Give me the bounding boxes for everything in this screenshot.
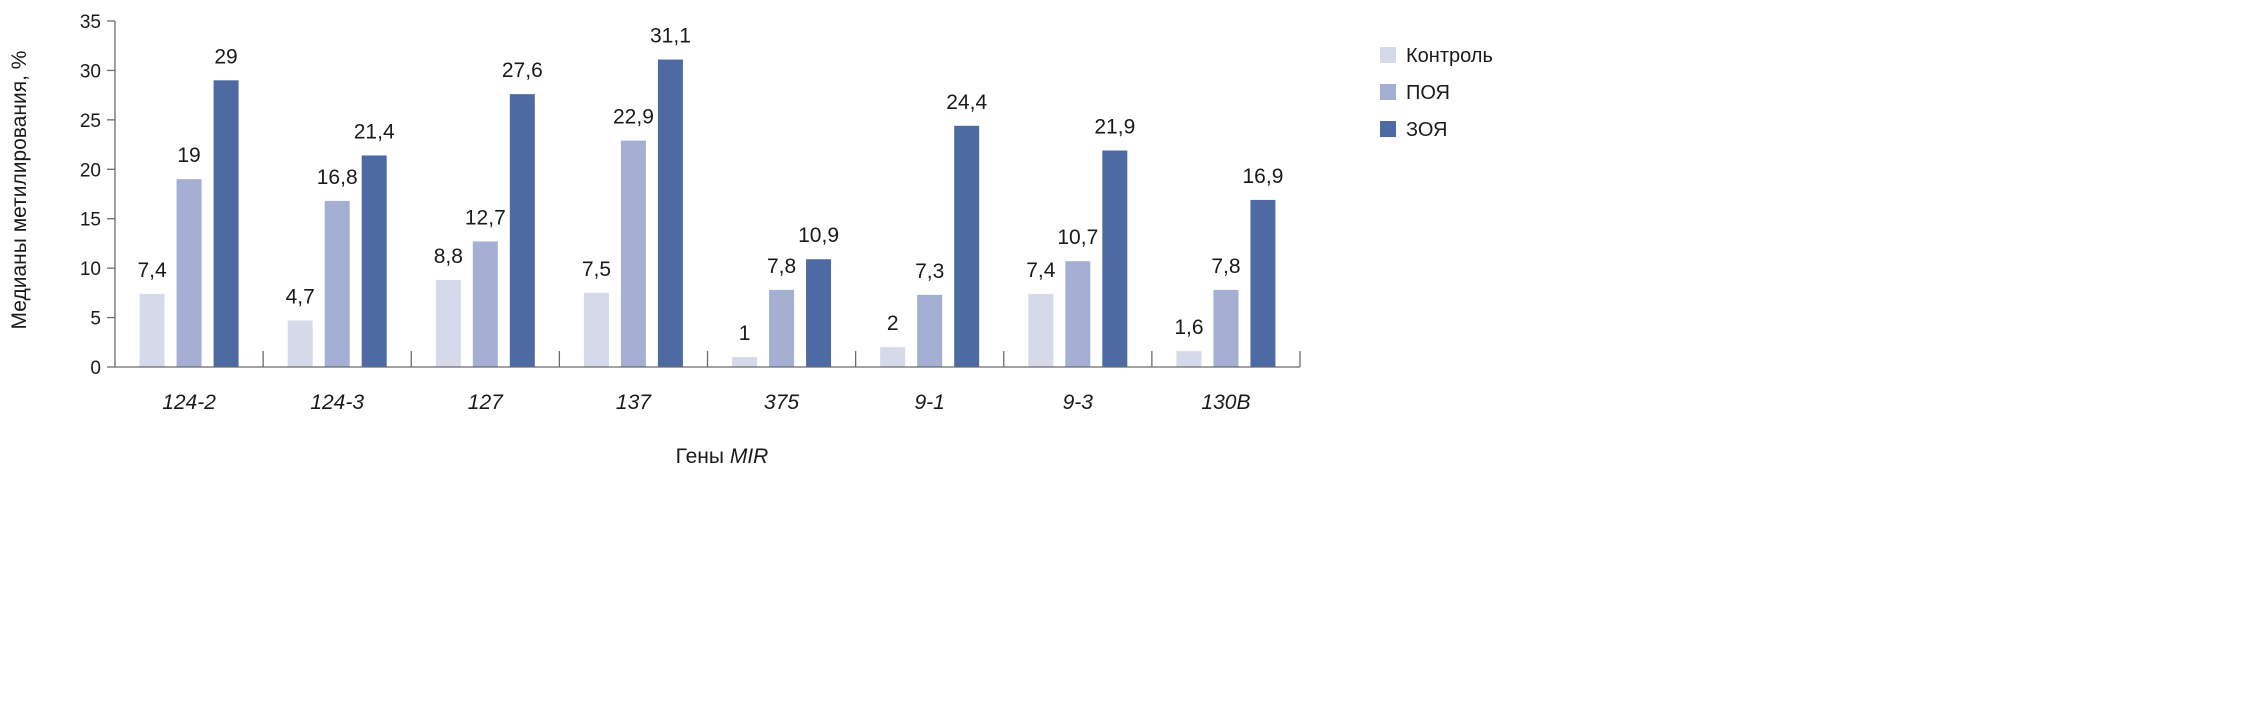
data-label: 10,7 bbox=[1057, 226, 1098, 249]
bar bbox=[1176, 351, 1202, 367]
bar bbox=[1250, 199, 1276, 367]
bar bbox=[472, 241, 498, 367]
data-label: 21,4 bbox=[354, 120, 395, 143]
x-tick-label: 130B bbox=[1201, 391, 1250, 414]
data-label: 7,8 bbox=[1211, 255, 1240, 278]
bar bbox=[213, 80, 239, 368]
y-tick-label: 0 bbox=[90, 358, 101, 379]
data-label: 1,6 bbox=[1174, 316, 1203, 339]
value-labels: 7,4 19 29 4,7 16,8 21,4 8,812,7 27,6 7,5 22,9 31,1… bbox=[137, 25, 1283, 346]
data-label: 16,9 bbox=[1243, 165, 1284, 188]
data-label: 10,9 bbox=[798, 224, 839, 247]
legend-label: ПОЯ bbox=[1406, 82, 1450, 104]
y-tick-label: 15 bbox=[80, 210, 101, 231]
data-label: 7,5 bbox=[582, 258, 611, 281]
data-label: 27,6 bbox=[502, 59, 543, 82]
bar bbox=[769, 289, 795, 367]
y-tick-label: 20 bbox=[80, 160, 101, 181]
legend-swatch bbox=[1380, 121, 1396, 137]
bar bbox=[1065, 261, 1091, 367]
bar bbox=[1102, 150, 1128, 367]
bar bbox=[657, 59, 683, 367]
data-label: 12,7 bbox=[465, 206, 506, 229]
y-tick-label: 25 bbox=[80, 111, 101, 132]
bar bbox=[435, 280, 461, 367]
bar bbox=[324, 200, 350, 367]
legend-label: ЗОЯ bbox=[1406, 119, 1447, 141]
bar bbox=[176, 179, 202, 367]
legend-label: Контроль bbox=[1406, 45, 1493, 67]
data-label: 7,8 bbox=[767, 255, 796, 278]
legend: Контроль ПОЯ ЗОЯ bbox=[1380, 45, 1493, 141]
y-tick-label: 10 bbox=[80, 259, 101, 280]
data-label: 21,9 bbox=[1094, 116, 1135, 139]
data-label: 4,7 bbox=[286, 286, 315, 309]
bar-chart: 0 5 10 15 20 25 30 35 124-2 124-3 127 137 375 9-1 9-3… bbox=[8, 12, 1493, 468]
data-label: 2 bbox=[887, 312, 899, 335]
bar bbox=[583, 292, 609, 367]
data-label: 16,8 bbox=[317, 166, 358, 189]
bar bbox=[509, 94, 535, 367]
data-label: 19 bbox=[177, 144, 200, 167]
y-tick-label: 35 bbox=[80, 12, 101, 33]
x-tick-label: 9-3 bbox=[1063, 391, 1094, 414]
x-axis-title: Гены MIR bbox=[676, 445, 769, 468]
y-axis-ticks: 0 5 10 15 20 25 30 35 bbox=[80, 12, 115, 379]
data-label: 22,9 bbox=[613, 106, 654, 129]
x-axis-ticks: 124-2 124-3 127 137 375 9-1 9-3 130B bbox=[162, 351, 1301, 414]
data-label: 7,4 bbox=[1026, 259, 1056, 282]
bar bbox=[361, 155, 387, 367]
y-tick-label: 30 bbox=[80, 61, 101, 82]
bar bbox=[954, 125, 980, 367]
x-tick-label: 124-2 bbox=[162, 391, 216, 414]
data-label: 29 bbox=[214, 45, 237, 68]
x-tick-label: 127 bbox=[468, 391, 504, 414]
data-label: 8,8 bbox=[434, 245, 463, 268]
bar bbox=[1213, 289, 1239, 367]
legend-swatch bbox=[1380, 84, 1396, 100]
x-tick-label: 375 bbox=[764, 391, 799, 414]
x-axis-title-prefix: Гены bbox=[676, 445, 730, 468]
bar bbox=[139, 293, 165, 367]
bar bbox=[880, 347, 906, 367]
y-axis-title: Медианы метилирования, % bbox=[8, 51, 31, 330]
data-label: 24,4 bbox=[946, 91, 987, 114]
bar bbox=[287, 320, 313, 367]
bar bbox=[1028, 293, 1054, 367]
data-label: 7,3 bbox=[915, 260, 944, 283]
bar bbox=[620, 140, 646, 367]
x-tick-label: 9-1 bbox=[915, 391, 945, 414]
x-axis-title-italic: MIR bbox=[730, 445, 769, 468]
legend-swatch bbox=[1380, 47, 1396, 63]
bar bbox=[806, 259, 832, 367]
bar bbox=[917, 294, 943, 367]
x-tick-label: 137 bbox=[616, 391, 652, 414]
bars bbox=[139, 59, 1276, 368]
data-label: 7,4 bbox=[137, 259, 167, 282]
y-tick-label: 5 bbox=[90, 309, 101, 330]
bar bbox=[732, 357, 758, 367]
data-label: 1 bbox=[739, 322, 751, 345]
data-label: 31,1 bbox=[650, 25, 691, 48]
x-tick-label: 124-3 bbox=[310, 391, 364, 414]
